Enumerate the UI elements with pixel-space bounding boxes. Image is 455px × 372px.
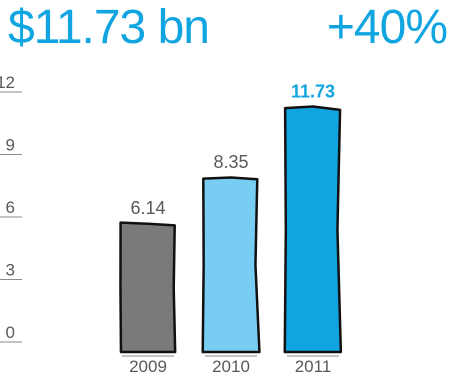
headline-growth: +40% (326, 1, 448, 54)
y-tick-label: 6 (6, 198, 15, 217)
y-tick-label: 0 (6, 323, 15, 342)
bar-2011 (283, 105, 343, 354)
y-tick-label: 12 (0, 73, 15, 92)
x-tick-label: 2011 (295, 357, 332, 372)
bar-value-label: 6.14 (130, 198, 165, 218)
x-tick-label: 2010 (212, 357, 250, 372)
bar-2009 (119, 221, 177, 354)
headline-value: $11.73 bn (8, 1, 210, 54)
y-tick-label: 9 (6, 136, 15, 155)
x-tick-label: 2009 (129, 357, 167, 372)
y-tick-label: 3 (6, 261, 15, 280)
bar-value-label: 11.73 (291, 82, 335, 102)
bar-value-label: 8.35 (213, 152, 248, 172)
bar-2010 (201, 176, 261, 354)
